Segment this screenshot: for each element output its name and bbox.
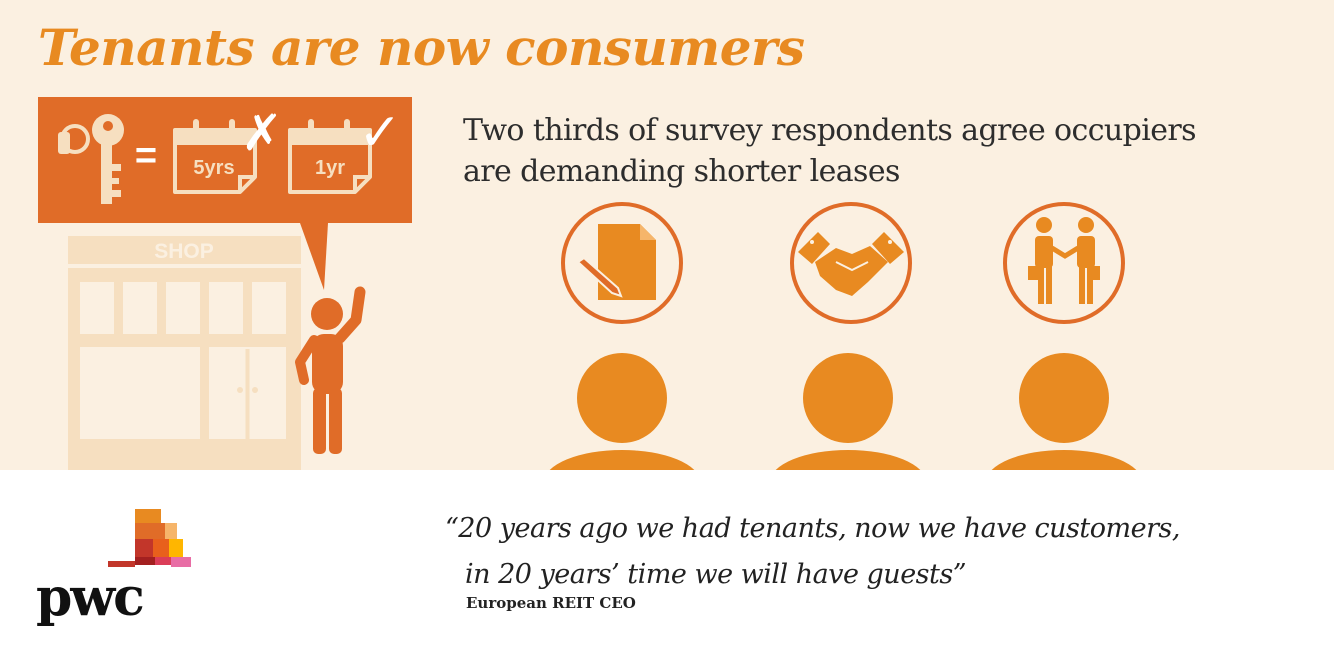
cross-icon: ✗ <box>241 104 283 162</box>
business-handshake-icon <box>1003 202 1125 324</box>
waving-person-icon <box>295 286 366 454</box>
subtitle: Two thirds of survey respondents agree o… <box>463 110 1283 192</box>
person-silhouette-3 <box>991 353 1137 470</box>
calendar-old-label: 5yrs <box>193 157 234 179</box>
calendar-1yr-icon: 1yr <box>288 119 372 194</box>
page-title: Tenants are now consumers <box>38 18 805 77</box>
illustration: SHOP <box>38 97 1137 470</box>
shop-illustration: SHOP <box>68 236 301 470</box>
person-silhouette-2 <box>775 353 921 470</box>
quote-line-1: “20 years ago we had tenants, now we hav… <box>445 513 1180 544</box>
pwc-logo: pwc <box>36 509 191 628</box>
calendar-5yrs-icon: 5yrs <box>173 119 257 194</box>
pwc-logo-blocks <box>108 509 191 567</box>
keys-icon <box>58 114 124 204</box>
quote: “20 years ago we had tenants, now we hav… <box>445 506 1180 598</box>
person-silhouette-1 <box>549 353 695 470</box>
shop-sign: SHOP <box>154 240 214 263</box>
speech-bubble: = 5yrs ✗ 1yr ✓ <box>38 97 412 290</box>
handshake-icon <box>790 202 912 324</box>
subtitle-line-1: Two thirds of survey respondents agree o… <box>463 113 1197 148</box>
calendar-new-label: 1yr <box>315 157 345 179</box>
pwc-logo-text: pwc <box>36 567 143 628</box>
quote-attribution: European REIT CEO <box>466 594 636 612</box>
top-panel: Tenants are now consumers Two thirds of … <box>0 0 1334 470</box>
quote-line-2: in 20 years’ time we will have guests” <box>465 559 967 590</box>
equals-sign: = <box>135 135 157 177</box>
document-pen-icon <box>561 202 683 324</box>
subtitle-line-2: are demanding shorter leases <box>463 154 900 189</box>
check-icon: ✓ <box>358 103 402 163</box>
